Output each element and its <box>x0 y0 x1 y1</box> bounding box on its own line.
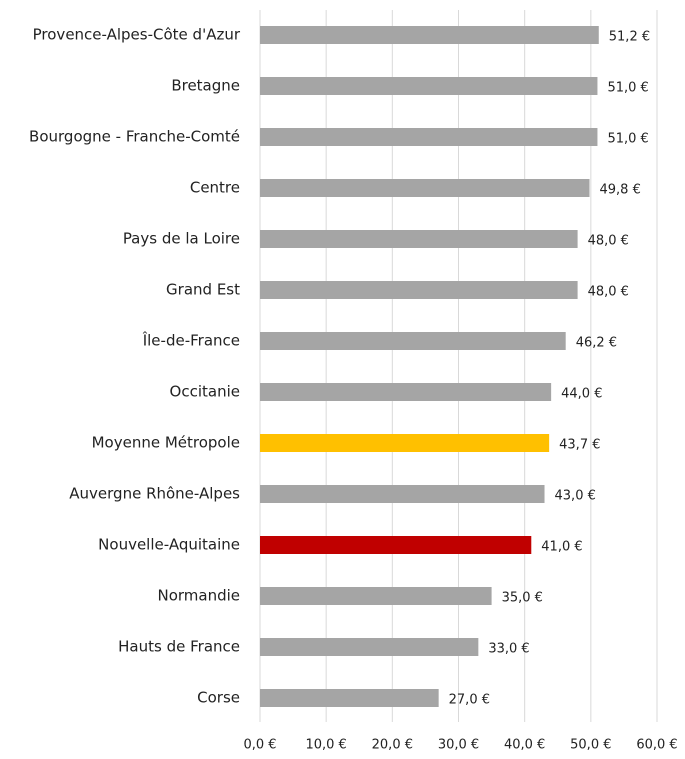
bar <box>260 179 590 197</box>
y-tick-label: Normandie <box>157 587 240 605</box>
y-tick-label: Corse <box>197 689 240 707</box>
bar <box>260 383 552 401</box>
y-tick-label: Grand Est <box>166 281 240 299</box>
bar <box>260 281 578 299</box>
y-tick-label: Pays de la Loire <box>123 230 240 248</box>
bar <box>260 128 598 146</box>
value-label: 51,2 € <box>609 30 650 45</box>
value-label: 51,0 € <box>607 81 648 96</box>
bar <box>260 536 532 554</box>
y-tick-label: Nouvelle-Aquitaine <box>98 536 240 554</box>
value-label: 46,2 € <box>576 336 617 351</box>
y-tick-label: Centre <box>190 179 240 197</box>
bar <box>260 638 479 656</box>
value-label: 51,0 € <box>607 132 648 147</box>
bar <box>260 230 578 248</box>
y-tick-label: Moyenne Métropole <box>92 434 240 452</box>
y-tick-label: Hauts de France <box>118 638 240 656</box>
bar <box>260 332 566 350</box>
x-tick-label: 10,0 € <box>305 738 346 753</box>
value-label: 44,0 € <box>561 387 602 402</box>
bar <box>260 434 550 452</box>
value-label: 48,0 € <box>588 285 629 300</box>
x-tick-label: 50,0 € <box>570 738 611 753</box>
value-label: 48,0 € <box>588 234 629 249</box>
x-tick-label: 30,0 € <box>438 738 479 753</box>
bar <box>260 26 599 44</box>
y-tick-label: Provence-Alpes-Côte d'Azur <box>33 26 241 44</box>
bar <box>260 485 545 503</box>
bar <box>260 77 598 95</box>
value-label: 43,0 € <box>555 489 596 504</box>
value-label: 43,7 € <box>559 438 600 453</box>
y-tick-label: Occitanie <box>170 383 240 401</box>
bar <box>260 689 439 707</box>
value-label: 49,8 € <box>600 183 641 198</box>
bar <box>260 587 492 605</box>
value-label: 33,0 € <box>488 642 529 657</box>
y-tick-label: Bretagne <box>171 77 240 95</box>
y-tick-label: Île-de-France <box>142 331 240 350</box>
x-tick-label: 60,0 € <box>636 738 677 753</box>
value-label: 35,0 € <box>502 591 543 606</box>
x-tick-label: 20,0 € <box>372 738 413 753</box>
value-label: 27,0 € <box>449 693 490 708</box>
value-label: 41,0 € <box>541 540 582 555</box>
y-tick-label: Bourgogne - Franche-Comté <box>29 128 240 146</box>
y-tick-label: Auvergne Rhône-Alpes <box>69 485 240 503</box>
x-tick-label: 40,0 € <box>504 738 545 753</box>
x-tick-label: 0,0 € <box>243 738 276 753</box>
